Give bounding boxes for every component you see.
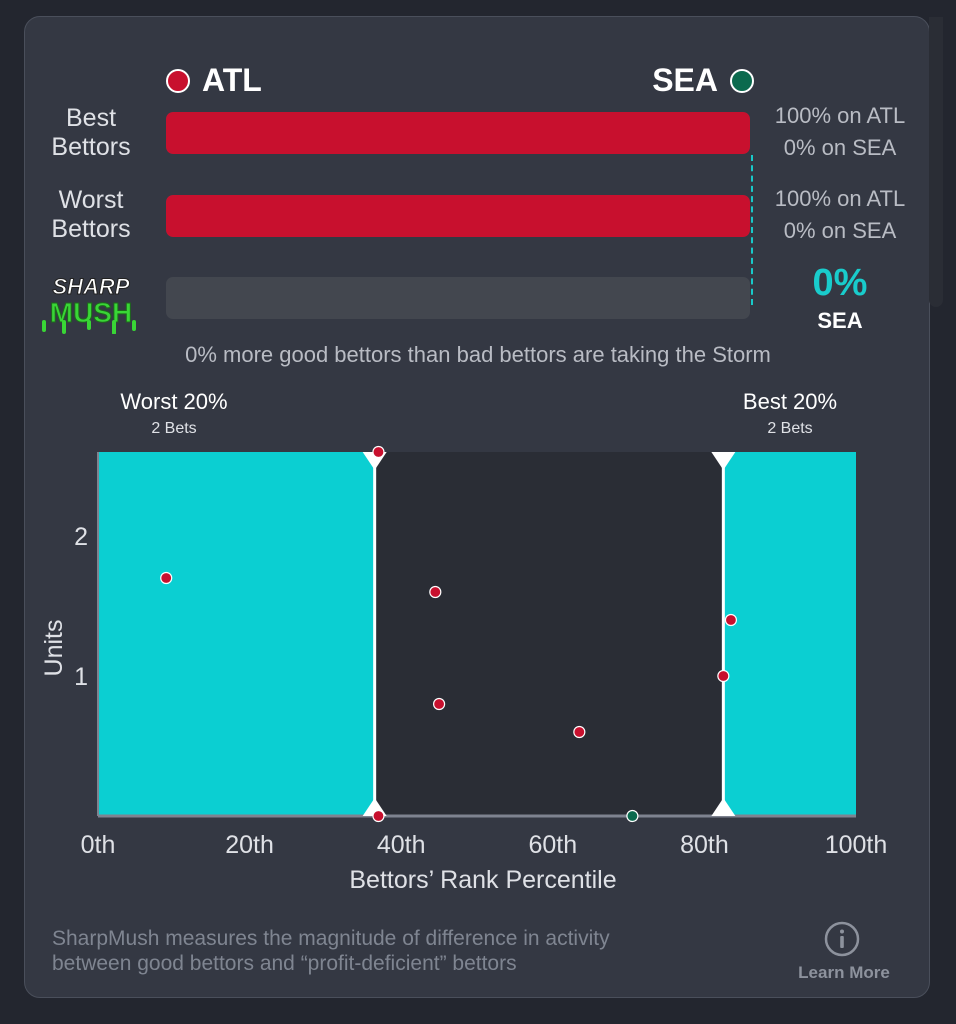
best-group-title: Best 20% [742,389,838,414]
learn-more-link[interactable]: Learn More [798,963,890,982]
best-cutoff-top-marker [711,452,736,470]
best-bettors-bar [166,112,750,154]
best-bettors-pct: 100% on ATL 0% on SEA [760,100,920,164]
sharpmush-bar [166,277,750,319]
sharpmush-value: 0% [812,262,868,304]
worst-bettors-bar [166,195,750,237]
footer-line1: SharpMush measures the magnitude of diff… [52,927,610,950]
worst-bettors-label: Worst Bettors [16,186,166,244]
data-point-sea [626,809,639,823]
sharpmush-logo: SHARP MUSH [42,274,136,334]
worst-bettors-bar-fill [166,195,750,237]
x-tick-label: 0th [81,831,116,859]
worst-bettors-pct-atl: 100% on ATL [774,186,906,211]
center-divider [751,155,753,305]
x-tick-label: 100th [825,831,888,859]
worst-bettors-pct: 100% on ATL 0% on SEA [760,183,920,247]
best-bettors-label-line1: Best [65,104,117,132]
x-tick-label: 80th [680,831,729,859]
x-tick-label: 40th [377,831,426,859]
data-point-atl [429,585,442,599]
data-point-atl [372,445,385,459]
team-sea-header: SEA [652,62,754,99]
data-point-atl [717,669,730,683]
scrollbar[interactable] [929,17,943,307]
best-cutoff-bottom-marker [711,798,736,816]
team-atl-header: ATL [166,62,262,99]
y-tick-label: 2 [74,523,88,551]
info-icon[interactable] [824,921,860,957]
data-point-atl [433,697,446,711]
highlight-region-worst [98,452,375,816]
x-tick-label: 60th [528,831,577,859]
best-group-count: 2 Bets [767,420,813,437]
logo-sharp-text: SHARP [52,274,129,299]
data-point-atl [160,571,173,585]
y-axis-title: Units [40,620,68,677]
best-bettors-pct-atl: 100% on ATL [774,103,906,128]
data-point-atl [573,725,586,739]
worst-bettors-label-line2: Bettors [51,215,131,243]
x-axis-title: Bettors’ Rank Percentile [349,866,616,894]
worst-group-title: Worst 20% [120,389,228,414]
footer-line2: between good bettors and “profit-deficie… [52,952,517,975]
best-bettors-bar-fill [166,112,750,154]
best-bettors-label-line2: Bettors [51,133,131,161]
footer-description: SharpMush measures the magnitude of diff… [52,926,752,976]
atl-abbr: ATL [202,62,262,98]
summary-text: 0% more good bettors than bad bettors ar… [185,342,771,367]
worst-group-count: 2 Bets [151,420,197,437]
sea-abbr: SEA [652,62,718,98]
sea-color-dot [730,68,754,93]
data-point-atl [724,613,738,627]
atl-color-dot [166,68,190,93]
highlight-region-best [723,452,856,816]
worst-bettors-label-line1: Worst [58,186,124,214]
y-tick-label: 1 [74,663,88,691]
best-bettors-pct-sea: 0% on SEA [783,135,897,160]
worst-bettors-pct-sea: 0% on SEA [783,218,897,243]
data-point-atl [372,809,385,823]
best-bettors-label: Best Bettors [16,104,166,162]
x-tick-label: 20th [225,831,274,859]
sharpmush-team: SEA [817,308,863,333]
